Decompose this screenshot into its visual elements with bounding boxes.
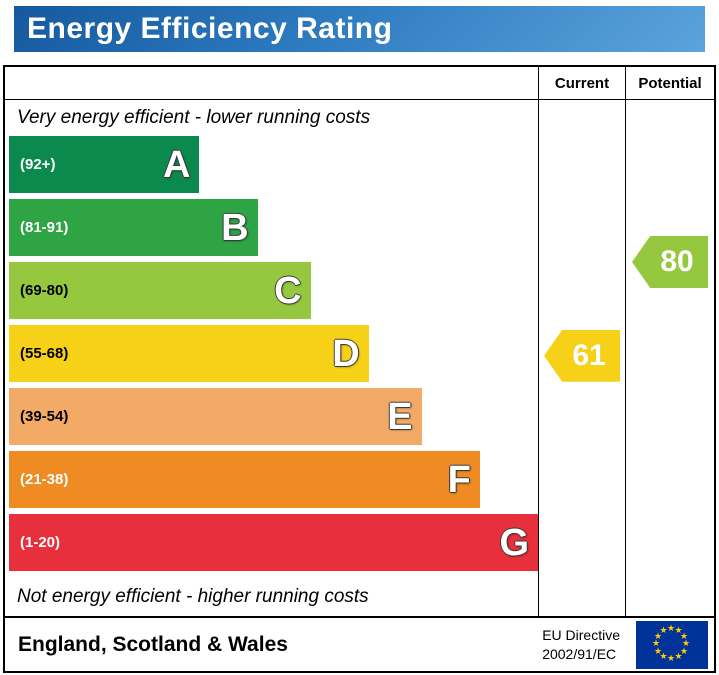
current-rating-pointer: 61: [544, 329, 620, 382]
rating-bars: (92+) A (81-91) B (69-80) C (55-68) D (39-54) E (2…: [5, 136, 538, 577]
current-rating-value: 61: [572, 338, 606, 372]
rating-band-row-f: (21-38) F: [9, 451, 538, 514]
title-bar: Energy Efficiency Rating: [14, 6, 705, 52]
eu-star-icon: ★: [682, 638, 691, 648]
band-range-label: (39-54): [20, 408, 69, 425]
potential-column: 80: [626, 100, 714, 616]
rating-band-g: (1-20) G: [9, 514, 538, 571]
band-letter: D: [332, 332, 360, 375]
rating-chart: Very energy efficient - lower running co…: [5, 100, 539, 616]
rating-band-e: (39-54) E: [9, 388, 422, 445]
table-header-row: Current Potential: [5, 67, 714, 100]
eu-star-icon: ★: [667, 623, 676, 633]
eu-directive-label: EU Directive 2002/91/EC: [542, 626, 620, 662]
eu-star-icon: ★: [659, 650, 668, 661]
band-letter: C: [274, 269, 302, 312]
rating-band-row-a: (92+) A: [9, 136, 538, 199]
band-range-label: (81-91): [20, 219, 69, 236]
bottom-note: Not energy efficient - higher running co…: [17, 585, 369, 607]
rating-band-f: (21-38) F: [9, 451, 480, 508]
band-range-label: (55-68): [20, 345, 69, 362]
band-letter: E: [387, 395, 413, 438]
footer-region-label: England, Scotland & Wales: [18, 632, 288, 656]
eu-star-icon: ★: [674, 650, 683, 661]
band-range-label: (92+): [20, 156, 56, 173]
rating-band-row-c: (69-80) C: [9, 262, 538, 325]
rating-table: Current Potential Very energy efficient …: [3, 65, 716, 673]
potential-rating-pointer: 80: [632, 236, 708, 288]
eu-star-icon: ★: [674, 625, 683, 635]
current-column-header: Current: [539, 67, 626, 99]
eu-star-icon: ★: [659, 625, 668, 635]
top-note: Very energy efficient - lower running co…: [17, 107, 371, 128]
rating-band-a: (92+) A: [9, 136, 200, 193]
band-letter: B: [221, 206, 249, 249]
footer: England, Scotland & Wales EU Directive 2…: [5, 616, 714, 671]
eu-star-icon: ★: [679, 630, 689, 641]
rating-band-row-d: (55-68) D: [9, 325, 538, 388]
potential-column-header: Potential: [638, 74, 702, 92]
rating-band-row-e: (39-54) E: [9, 388, 538, 451]
rating-band-row-g: (1-20) G: [9, 514, 538, 577]
rating-band-row-b: (81-91) B: [9, 199, 538, 262]
current-column: 61: [539, 100, 626, 616]
page-title: Energy Efficiency Rating: [27, 12, 393, 45]
band-letter: F: [447, 458, 471, 501]
band-range-label: (21-38): [20, 471, 69, 488]
eu-star-icon: ★: [679, 645, 689, 656]
eu-star-icon: ★: [654, 645, 663, 656]
band-range-label: (69-80): [20, 282, 69, 299]
band-letter: G: [499, 521, 529, 564]
rating-band-c: (69-80) C: [9, 262, 311, 319]
eu-flag-icon: ★ ★ ★ ★ ★ ★ ★ ★ ★ ★ ★ ★: [636, 620, 708, 669]
rating-band-d: (55-68) D: [9, 325, 369, 382]
eu-star-icon: ★: [654, 630, 663, 641]
eu-directive-line1: EU Directive: [542, 627, 620, 644]
rating-band-b: (81-91) B: [9, 199, 258, 256]
chart-header-cell: [5, 67, 539, 99]
eu-star-icon: ★: [667, 653, 676, 663]
potential-rating-value: 80: [660, 245, 694, 278]
table-body-row: Very energy efficient - lower running co…: [5, 100, 714, 616]
eu-directive-line2: 2002/91/EC: [542, 645, 617, 662]
band-letter: A: [162, 143, 191, 186]
band-range-label: (1-20): [20, 534, 61, 551]
eu-star-icon: ★: [652, 638, 661, 648]
